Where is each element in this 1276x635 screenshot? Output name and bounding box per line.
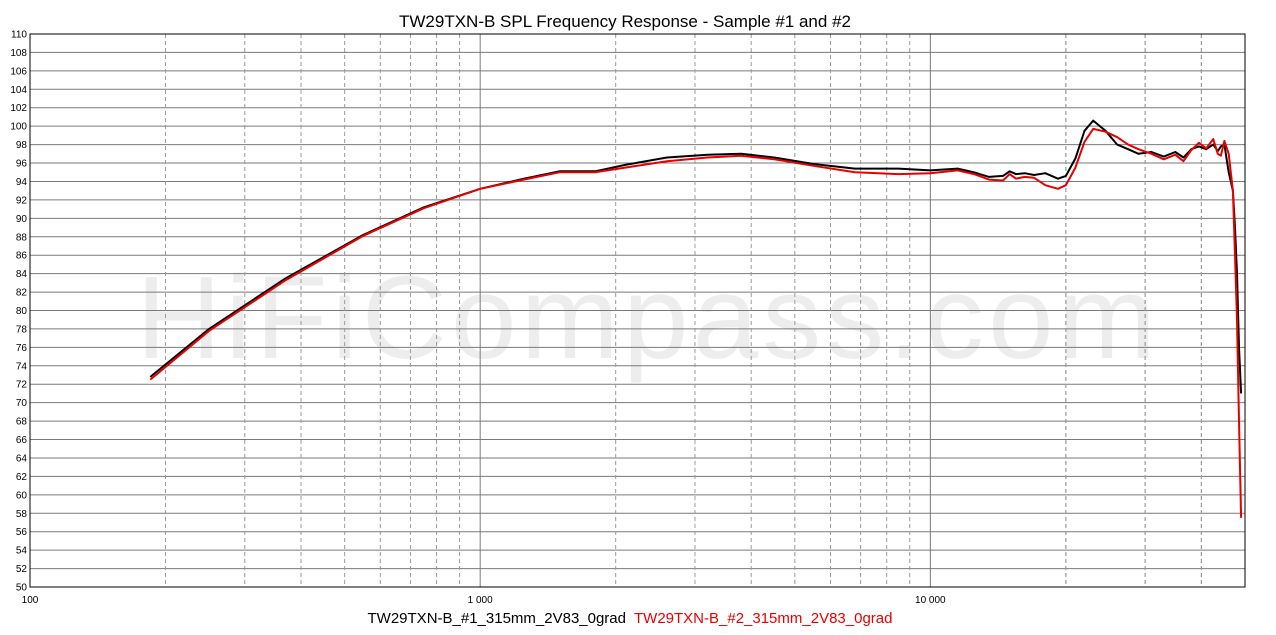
- y-tick-label: 108: [10, 48, 27, 59]
- y-tick-label: 104: [10, 85, 27, 96]
- x-tick-label: 1 000: [468, 595, 493, 606]
- y-tick-label: 56: [16, 527, 28, 538]
- y-tick-label: 100: [10, 122, 27, 133]
- x-tick-label: 10 000: [915, 595, 946, 606]
- legend-item-series-1: TW29TXN-B_#1_315mm_2V83_0grad: [368, 610, 626, 627]
- y-tick-label: 52: [16, 564, 28, 575]
- series-lines: [149, 119, 1243, 518]
- legend: TW29TXN-B_#1_315mm_2V83_0grad TW29TXN-B_…: [368, 610, 893, 627]
- y-tick-label: 66: [16, 435, 28, 446]
- y-tick-label: 80: [16, 306, 28, 317]
- y-tick-label: 60: [16, 490, 28, 501]
- y-axis-ticks: 50 52 54 56 58 60 62 64 66 68 70 72 74 76 78 80 82 84 86 88…: [10, 30, 27, 594]
- y-tick-label: 94: [16, 177, 28, 188]
- y-tick-label: 74: [16, 361, 28, 372]
- y-tick-label: 58: [16, 509, 28, 520]
- y-tick-label: 106: [10, 66, 27, 77]
- y-tick-label: 84: [16, 269, 28, 280]
- y-tick-label: 110: [11, 30, 27, 41]
- y-tick-label: 98: [16, 140, 28, 151]
- x-tick-label: 100: [22, 595, 39, 606]
- y-tick-label: 72: [16, 380, 28, 391]
- y-tick-label: 82: [16, 288, 28, 299]
- y-tick-label: 54: [16, 546, 28, 557]
- y-tick-label: 90: [16, 214, 28, 225]
- y-tick-label: 50: [16, 583, 28, 594]
- y-tick-label: 92: [16, 195, 28, 206]
- y-tick-label: 96: [16, 159, 28, 170]
- series-line-2: [149, 127, 1243, 518]
- legend-item-series-2: TW29TXN-B_#2_315mm_2V83_0grad: [634, 610, 892, 627]
- y-tick-label: 86: [16, 251, 28, 262]
- y-tick-label: 78: [16, 324, 28, 335]
- x-axis-ticks: 100 1 000 10 000: [22, 595, 946, 606]
- y-tick-label: 62: [16, 472, 28, 483]
- watermark-text: HiFiCompass.com: [136, 252, 1160, 384]
- y-tick-label: 76: [16, 343, 28, 354]
- y-tick-label: 88: [16, 232, 28, 243]
- y-tick-label: 70: [16, 398, 28, 409]
- chart-title: TW29TXN-B SPL Frequency Response - Sampl…: [399, 12, 851, 31]
- y-tick-label: 68: [16, 417, 28, 428]
- y-tick-label: 64: [16, 453, 28, 464]
- y-tick-label: 102: [10, 103, 27, 114]
- grid-lines: [30, 33, 1245, 588]
- plot-area-frame: [29, 33, 1246, 588]
